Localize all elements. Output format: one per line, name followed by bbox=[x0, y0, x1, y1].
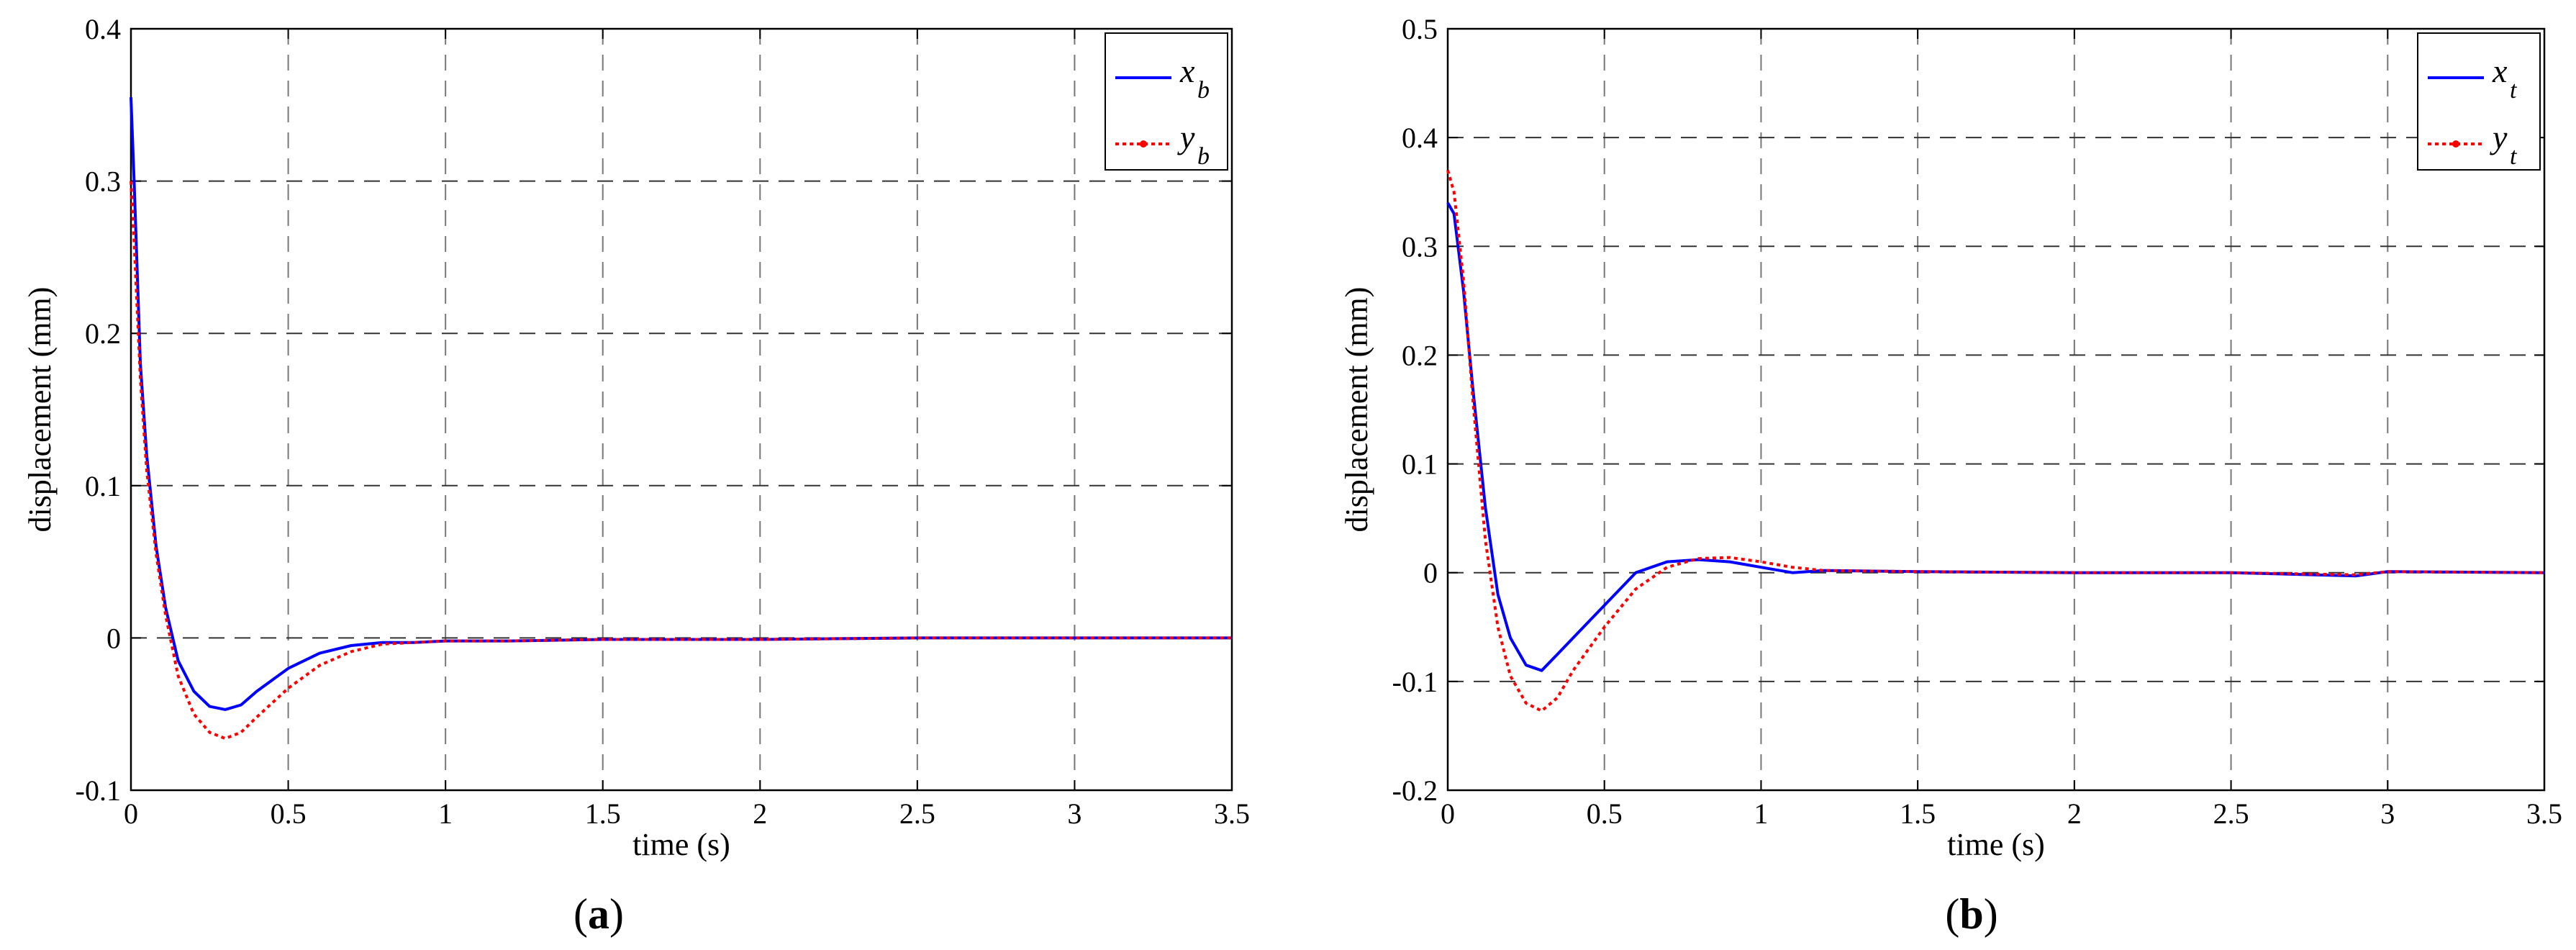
chart-panel-b: 0 0.5 1 1.5 2 2.5 3 3.5 -0.2 -0.1 0 0.1 0.2 0.3 0.4 0.5… bbox=[1339, 13, 2562, 938]
panel-b-xtick-label: 0.5 bbox=[1587, 797, 1623, 830]
panel-b-legend-label: x bbox=[2492, 53, 2508, 89]
panel-b-xtick-label: 1 bbox=[1754, 797, 1768, 830]
panel-b-xtick-label: 0 bbox=[1441, 797, 1455, 830]
panel-a-ytick-label: -0.1 bbox=[76, 774, 121, 807]
panel-a-legend-subscript: b bbox=[1197, 143, 1210, 170]
panel-b-ytick-label: 0.2 bbox=[1402, 339, 1438, 371]
panel-a-series-yb bbox=[130, 181, 1232, 741]
panel-a-legend-label: y bbox=[1177, 119, 1195, 155]
panel-a-xtick-label: 3 bbox=[1067, 797, 1081, 830]
panel-a-legend-marker bbox=[1140, 140, 1147, 148]
panel-b-series-yt bbox=[1446, 169, 2545, 712]
panel-a-xtick-label: 0 bbox=[124, 797, 138, 830]
panel-b-axes-box bbox=[1446, 27, 2546, 792]
panel-b-ytick-label: 0.3 bbox=[1402, 230, 1438, 263]
panel-a-xtick-label: 1 bbox=[438, 797, 453, 830]
panel-a-legend-label: x bbox=[1179, 53, 1195, 89]
panel-a-ylabel: displacement (mm) bbox=[22, 287, 58, 533]
panel-a-xtick-label: 2.5 bbox=[899, 797, 935, 830]
panel-b-ytick-label: 0.1 bbox=[1402, 448, 1438, 481]
panel-a-xtick-label: 1.5 bbox=[585, 797, 621, 830]
panel-b-legend-box bbox=[2417, 32, 2541, 171]
panel-b-xlabel: time (s) bbox=[1947, 827, 2045, 862]
panel-b-caption: (b) bbox=[1945, 890, 1997, 938]
panel-b-ytick-label: 0.4 bbox=[1402, 122, 1438, 154]
panel-a-ytick-label: 0.1 bbox=[85, 470, 121, 502]
panel-b-ytick-label: -0.2 bbox=[1392, 774, 1438, 807]
panel-b-xtick-label: 3 bbox=[2380, 797, 2395, 830]
panel-b-legend-marker bbox=[2452, 140, 2459, 148]
panel-a-xtick-label: 0.5 bbox=[271, 797, 307, 830]
panel-a-xtick-label: 3.5 bbox=[1214, 797, 1250, 830]
panel-b-xtick-label: 1.5 bbox=[1900, 797, 1936, 830]
panel-b-xtick-label: 3.5 bbox=[2526, 797, 2562, 830]
panel-a-axes-box bbox=[130, 27, 1233, 792]
panel-a-ytick-label: 0.4 bbox=[85, 13, 121, 45]
panel-a-ytick-label: 0.2 bbox=[85, 317, 121, 350]
panel-b-ytick-label: 0.5 bbox=[1402, 13, 1438, 45]
panel-b-xtick-label: 2 bbox=[2067, 797, 2082, 830]
panel-b-ylabel: displacement (mm) bbox=[1339, 287, 1374, 533]
panel-b-legend-label: y bbox=[2490, 119, 2508, 155]
panel-a-legend-subscript: b bbox=[1197, 77, 1210, 104]
panel-a-plot-area bbox=[131, 29, 1232, 790]
panel-b-plot-area bbox=[1448, 29, 2544, 790]
panel-b-xtick-label: 2.5 bbox=[2213, 797, 2249, 830]
panel-a-xtick-label: 2 bbox=[753, 797, 767, 830]
panel-a-xlabel: time (s) bbox=[632, 827, 730, 862]
panel-b-ytick-label: -0.1 bbox=[1392, 666, 1438, 698]
panel-b-legend-subscript: t bbox=[2510, 77, 2518, 104]
panel-a-caption: (a) bbox=[573, 890, 624, 938]
panel-a-series-xb bbox=[130, 97, 1232, 711]
panel-b-ytick-label: 0 bbox=[1423, 557, 1438, 589]
panel-a-ytick-label: 0.3 bbox=[85, 166, 121, 198]
panel-a-legend-box bbox=[1105, 32, 1228, 171]
panel-a-ytick-label: 0 bbox=[106, 622, 121, 654]
panel-b-legend-subscript: t bbox=[2510, 143, 2518, 170]
